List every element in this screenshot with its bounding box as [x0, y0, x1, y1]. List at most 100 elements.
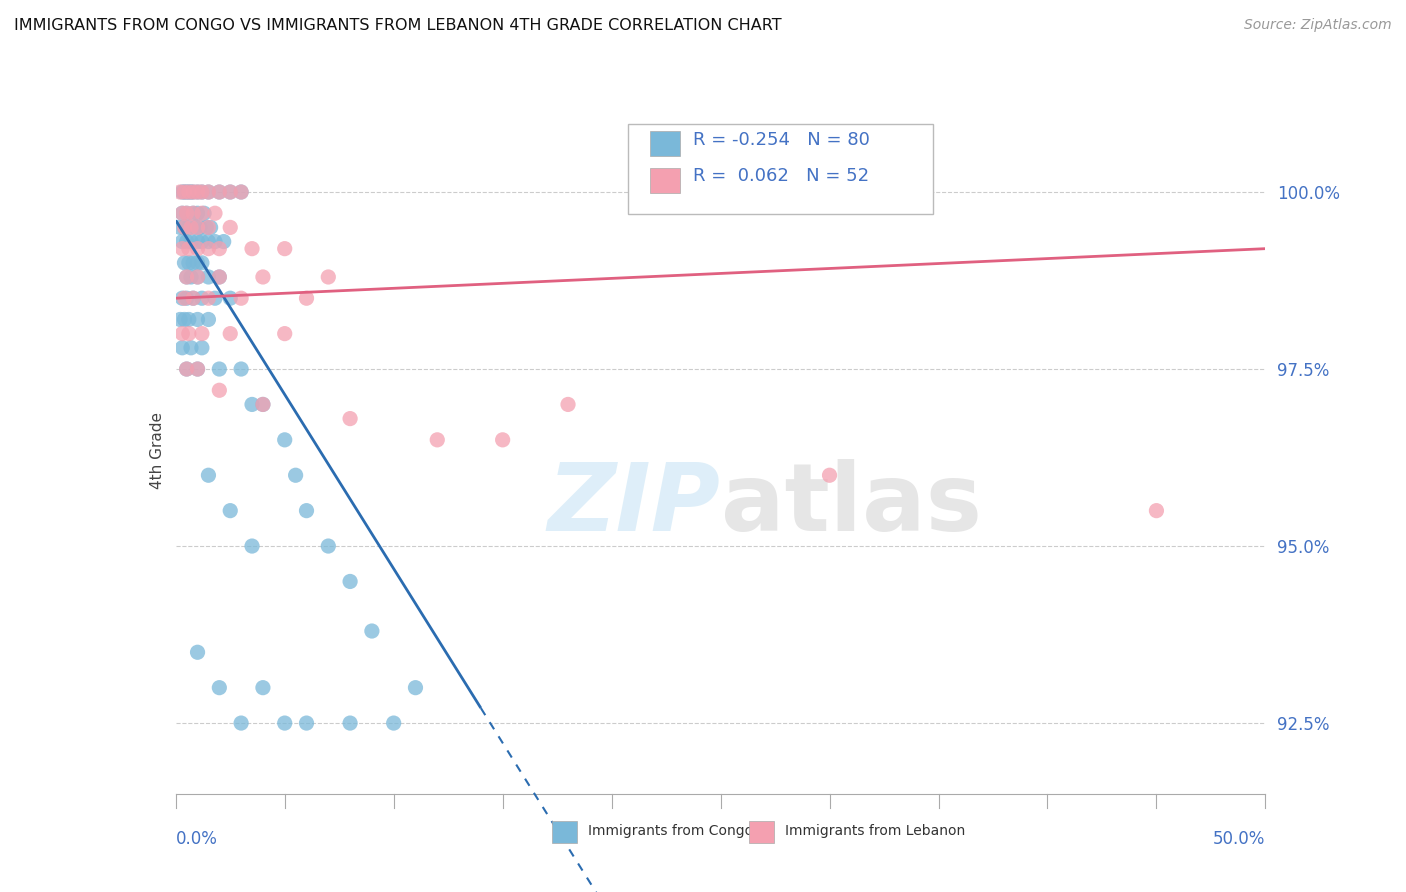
Point: [191, 291, 214, 305]
Point: [1146, 503, 1168, 517]
Point: [208, 185, 231, 199]
Point: [186, 362, 209, 376]
Point: [186, 312, 209, 326]
Point: [180, 270, 202, 285]
Point: [295, 716, 318, 731]
Point: [231, 185, 253, 199]
Point: [208, 681, 231, 695]
Point: [186, 362, 209, 376]
Point: [176, 235, 198, 249]
Point: [172, 326, 194, 341]
Point: [169, 312, 191, 326]
Text: Immigrants from Lebanon: Immigrants from Lebanon: [785, 824, 966, 838]
Point: [186, 242, 209, 256]
Point: [186, 256, 209, 270]
Point: [240, 397, 263, 411]
Point: [274, 716, 297, 731]
Point: [318, 539, 340, 553]
Point: [191, 341, 214, 355]
Point: [339, 574, 361, 589]
Point: [181, 206, 204, 220]
Point: [492, 433, 515, 447]
Point: [197, 312, 219, 326]
Point: [176, 206, 198, 220]
Point: [204, 235, 226, 249]
Point: [172, 242, 194, 256]
Point: [169, 220, 191, 235]
Point: [173, 291, 195, 305]
Point: [186, 220, 209, 235]
Point: [172, 206, 194, 220]
Point: [382, 716, 405, 731]
Point: [197, 185, 219, 199]
Point: [173, 185, 195, 199]
Text: 0.0%: 0.0%: [176, 830, 218, 847]
Point: [191, 235, 214, 249]
Point: [197, 242, 219, 256]
Point: [177, 256, 200, 270]
Point: [219, 326, 242, 341]
Point: [252, 397, 274, 411]
Point: [405, 681, 427, 695]
Point: [180, 341, 202, 355]
Point: [181, 185, 204, 199]
Point: [191, 256, 214, 270]
Point: [204, 291, 226, 305]
Point: [180, 220, 202, 235]
Point: [818, 468, 841, 483]
Point: [193, 206, 215, 220]
Point: [197, 270, 219, 285]
Point: [181, 291, 204, 305]
Point: [176, 206, 198, 220]
Point: [176, 362, 198, 376]
Point: [274, 433, 297, 447]
Point: [177, 185, 200, 199]
Point: [219, 291, 242, 305]
Point: [426, 433, 449, 447]
Point: [208, 270, 231, 285]
Point: [240, 539, 263, 553]
Point: [173, 220, 195, 235]
Point: [197, 235, 219, 249]
Point: [197, 185, 219, 199]
Point: [240, 242, 263, 256]
Point: [177, 242, 200, 256]
Point: [208, 270, 231, 285]
Point: [252, 270, 274, 285]
Point: [200, 220, 222, 235]
Bar: [650, 131, 681, 156]
Point: [177, 185, 200, 199]
Point: [212, 235, 235, 249]
Point: [176, 185, 198, 199]
Point: [173, 312, 195, 326]
Point: [204, 206, 226, 220]
Point: [231, 185, 253, 199]
Point: [177, 312, 200, 326]
Point: [295, 503, 318, 517]
Point: [231, 362, 253, 376]
Point: [339, 716, 361, 731]
Text: Source: ZipAtlas.com: Source: ZipAtlas.com: [1244, 18, 1392, 32]
Point: [173, 256, 195, 270]
Point: [177, 326, 200, 341]
Point: [318, 270, 340, 285]
Point: [172, 206, 194, 220]
Point: [188, 220, 211, 235]
Point: [176, 291, 198, 305]
Point: [557, 397, 579, 411]
Point: [177, 220, 200, 235]
Point: [176, 270, 198, 285]
Point: [339, 411, 361, 425]
Point: [184, 220, 207, 235]
Text: ZIP: ZIP: [548, 459, 721, 551]
Point: [186, 206, 209, 220]
Point: [208, 362, 231, 376]
Point: [172, 291, 194, 305]
Point: [176, 270, 198, 285]
Text: IMMIGRANTS FROM CONGO VS IMMIGRANTS FROM LEBANON 4TH GRADE CORRELATION CHART: IMMIGRANTS FROM CONGO VS IMMIGRANTS FROM…: [14, 18, 782, 33]
Point: [295, 291, 318, 305]
Point: [181, 206, 204, 220]
Point: [181, 291, 204, 305]
Point: [219, 185, 242, 199]
Point: [208, 185, 231, 199]
